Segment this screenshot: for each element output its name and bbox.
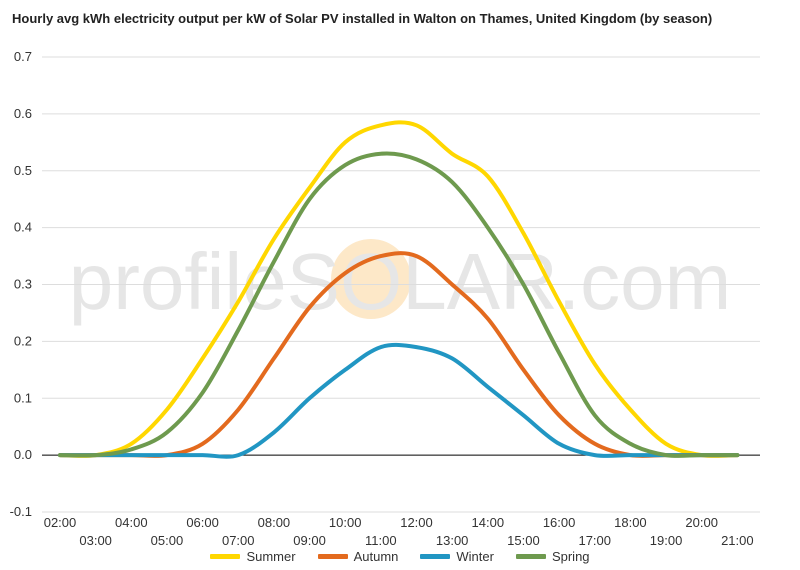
legend-item-spring[interactable]: Spring	[515, 549, 590, 564]
y-tick-label: 0.0	[14, 447, 32, 462]
x-tick-label: 15:00	[507, 533, 540, 548]
x-tick-label: 04:00	[115, 515, 148, 530]
legend-item-winter[interactable]: Winter	[420, 549, 494, 564]
legend-label: Autumn	[353, 549, 399, 564]
watermark-sun-icon	[331, 239, 411, 319]
y-tick-label: 0.7	[14, 49, 32, 64]
x-tick-label: 19:00	[650, 533, 683, 548]
watermark: profileSOLAR.com	[69, 237, 731, 326]
series-line-summer	[58, 120, 740, 458]
x-tick-label: 11:00	[365, 533, 397, 548]
legend: Summer Autumn Winter Spring	[0, 549, 800, 564]
legend-swatch	[210, 554, 241, 559]
y-tick-label: 0.1	[14, 390, 32, 405]
series-layer	[58, 120, 740, 459]
x-tick-label: 18:00	[614, 515, 647, 530]
x-tick-label: 16:00	[543, 515, 576, 530]
x-tick-label: 10:00	[329, 515, 362, 530]
x-tick-label: 09:00	[293, 533, 326, 548]
legend-swatch	[420, 554, 451, 559]
x-axis: 02:0003:0004:0005:0006:0007:0008:0009:00…	[44, 515, 754, 548]
y-tick-label: 0.2	[14, 333, 32, 348]
legend-item-autumn[interactable]: Autumn	[317, 549, 399, 564]
x-tick-label: 17:00	[578, 533, 611, 548]
y-tick-label: -0.1	[10, 504, 32, 519]
y-tick-label: 0.5	[14, 163, 32, 178]
x-tick-label: 05:00	[151, 533, 184, 548]
y-tick-label: 0.6	[14, 106, 32, 121]
legend-item-summer[interactable]: Summer	[210, 549, 296, 564]
legend-label: Summer	[246, 549, 296, 564]
x-tick-label: 14:00	[472, 515, 505, 530]
legend-label: Spring	[551, 549, 590, 564]
legend-swatch	[515, 554, 546, 559]
x-tick-label: 12:00	[400, 515, 433, 530]
x-tick-label: 20:00	[685, 515, 718, 530]
x-tick-label: 03:00	[79, 533, 112, 548]
series-line-winter	[58, 342, 740, 459]
x-tick-label: 21:00	[721, 533, 754, 548]
x-tick-label: 07:00	[222, 533, 255, 548]
y-tick-label: 0.4	[14, 220, 32, 235]
chart-title: Hourly avg kWh electricity output per kW…	[12, 11, 713, 26]
x-tick-label: 06:00	[186, 515, 219, 530]
y-axis: -0.1 0.0 0.1 0.2 0.3 0.4 0.5 0.6 0.7	[10, 49, 32, 519]
x-tick-label: 02:00	[44, 515, 77, 530]
x-tick-label: 13:00	[436, 533, 469, 548]
series-line-spring	[58, 151, 740, 458]
x-tick-label: 08:00	[258, 515, 291, 530]
watermark-text: profileSOLAR.com	[69, 237, 731, 326]
y-tick-label: 0.3	[14, 277, 32, 292]
legend-label: Winter	[456, 549, 494, 564]
legend-swatch	[317, 554, 348, 559]
